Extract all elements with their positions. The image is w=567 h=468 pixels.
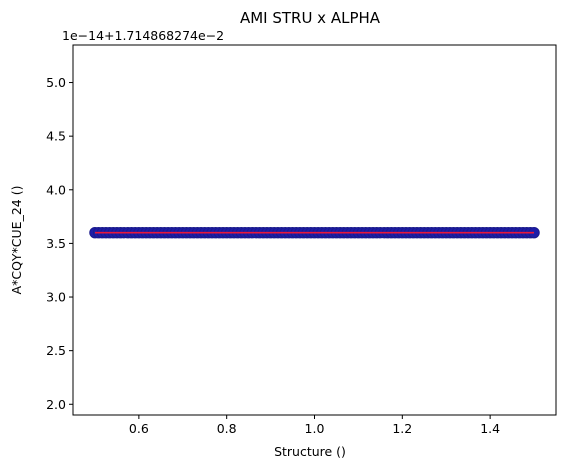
- y-axis-offset-label: 1e−14+1.714868274e−2: [62, 28, 224, 43]
- x-tick-label: 1.4: [480, 421, 500, 436]
- y-tick-label: 3.0: [46, 290, 66, 305]
- x-tick-label: 1.2: [392, 421, 412, 436]
- x-tick-label: 0.6: [129, 421, 149, 436]
- y-tick-label: 3.5: [46, 236, 66, 251]
- y-tick-label: 5.0: [46, 75, 66, 90]
- axis-ticks: 0.6 0.8 1.0 1.2 1.4 2.0 2.5 3.0 3.5 4.0 4.5 5.0: [46, 75, 500, 436]
- y-tick-label: 4.0: [46, 182, 66, 197]
- y-tick-label: 2.0: [46, 397, 66, 412]
- x-tick-label: 0.8: [217, 421, 237, 436]
- y-tick-label: 2.5: [46, 343, 66, 358]
- x-axis-title: Structure (): [274, 444, 346, 459]
- x-tick-label: 1.0: [305, 421, 325, 436]
- y-axis-title: A*CQY*CUE_24 (): [9, 186, 24, 295]
- y-tick-label: 4.5: [46, 129, 66, 144]
- plot-area: [72, 44, 557, 416]
- chart-title: AMI STRU x ALPHA: [240, 9, 381, 27]
